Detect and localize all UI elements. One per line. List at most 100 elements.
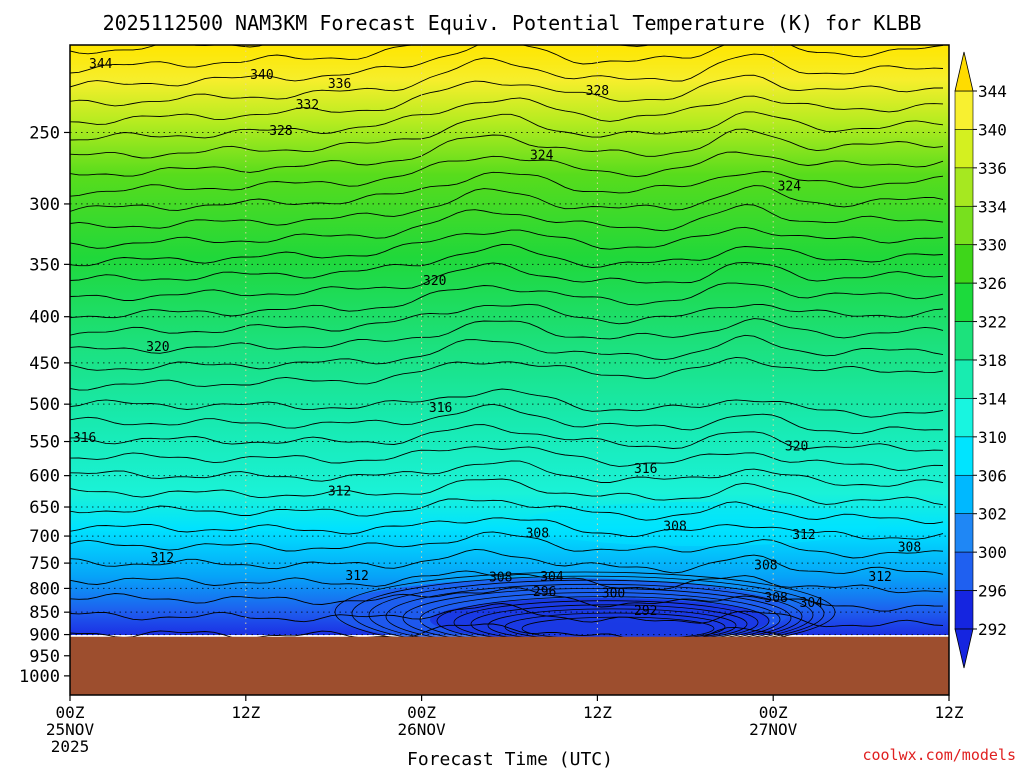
contour-label: 308 [526,526,549,541]
x-tick-label: 27NOV [749,720,798,739]
contour-label: 324 [778,180,802,195]
colorbar-label: 322 [978,313,1007,332]
contour-line [70,226,944,267]
y-tick-label: 1000 [19,667,60,687]
contour-label: 344 [89,57,113,72]
contour-label: 328 [586,84,609,99]
colorbar-swatch [954,90,974,130]
colorbar-swatch [954,282,974,322]
colorbar-label: 336 [978,159,1007,178]
x-tick-label: 12Z [935,703,964,722]
y-tick-label: 800 [29,579,60,599]
contour-label: 332 [296,98,319,113]
y-tick-label: 600 [29,467,60,487]
contour-line [70,570,944,594]
contour-label: 328 [269,124,292,139]
cold-pool-core [430,598,770,642]
contour-line [70,478,944,506]
contour-label: 340 [250,68,273,83]
contour-label: 304 [800,596,824,611]
y-tick-label: 550 [29,433,60,453]
contour-line [70,460,944,487]
x-tick-label: 12Z [583,703,612,722]
contour-line [70,171,944,212]
contour-line [70,388,944,418]
x-tick-label: 2025 [51,737,90,756]
contour-line [70,424,944,452]
contour-label: 324 [530,148,554,163]
contour-label: 308 [489,570,512,585]
colorbar-label: 292 [978,620,1007,639]
colorbar-label: 302 [978,505,1007,524]
colorbar-top-arrow [954,51,974,92]
contour-line [70,204,944,249]
colorbar-label: 326 [978,274,1007,293]
x-tick-label: 25NOV [46,720,95,739]
y-tick-label: 850 [29,603,60,623]
contour-label: 316 [429,401,452,416]
colorbar-swatch [954,205,974,246]
y-tick-label: 950 [29,647,60,667]
contour-line [70,318,944,354]
colorbar-swatch [954,398,974,438]
colorbar-label: 334 [978,197,1007,216]
contour-line [70,303,944,336]
contour-line [70,446,944,471]
contour-label: 304 [540,570,564,585]
contour-line [70,603,944,628]
contour-line [70,95,944,141]
y-tick-label: 350 [29,255,60,275]
contour-label: 308 [764,591,787,606]
contour-label: 336 [328,77,351,92]
contour-label: 312 [151,551,174,566]
x-tick-label: 26NOV [398,720,447,739]
y-tick-label: 750 [29,554,60,574]
colorbar-bottom-arrow [954,628,974,669]
colorbar-swatch [954,359,974,399]
contour-line [70,111,944,159]
y-tick-label: 450 [29,354,60,374]
colorbar-swatch [954,321,974,361]
colorbar-swatch [954,244,974,284]
colorbar-swatch [954,474,974,515]
contour-line [70,517,944,540]
contour-lines [70,45,944,653]
contour-line [70,282,944,319]
x-axis-label: Forecast Time (UTC) [407,749,613,768]
contour-label: 312 [328,485,351,500]
contour-label: 312 [345,569,368,584]
contour-line [70,74,943,125]
contour-line [70,53,944,107]
contour-line [70,185,944,229]
moist-band [520,502,880,546]
contour-label: 296 [533,585,556,600]
contour-label: 300 [602,586,625,601]
contour-line [70,128,944,177]
contour-label: 308 [898,541,921,556]
contour-line [70,244,944,281]
contour-label: 312 [792,528,815,543]
contour-label: 308 [754,559,777,574]
colorbar-label: 340 [978,120,1007,139]
y-tick-label: 650 [29,498,60,518]
contour-labels: 344 340 336 332 328 328 324 324 320 320 316 316 316 3… [73,57,921,619]
colorbar-swatch [954,551,974,591]
y-tick-label: 250 [29,123,60,143]
colorbar-label: 344 [978,82,1007,101]
contour-line [70,587,944,612]
colorbar: 344 340 336 334 330 326 322 318 314 310 306 302 300 2… [954,51,1007,669]
x-tick-label: 12Z [231,703,260,722]
contour-line [70,334,944,371]
contour-line [70,403,944,434]
temperature-field [70,45,949,635]
contour-line [70,151,944,197]
contour-label: 320 [785,439,808,454]
contour-label: 320 [146,340,169,355]
colorbar-label: 330 [978,236,1007,255]
site-credit: coolwx.com/models [862,746,1016,764]
x-tick-label: 00Z [407,703,436,722]
x-tick-label: 00Z [56,703,85,722]
